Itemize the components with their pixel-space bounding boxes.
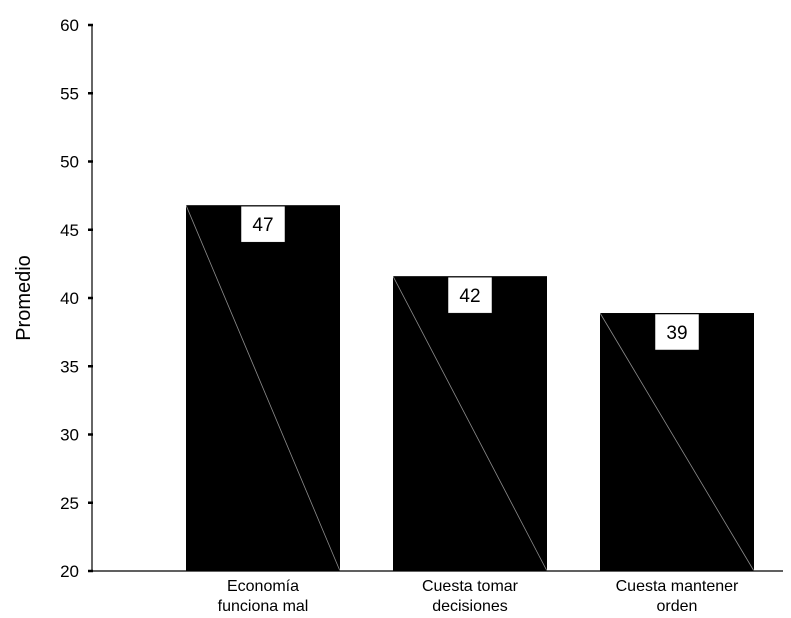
y-tick-label: 25 <box>60 494 79 513</box>
y-ticks: 20 25 30 35 40 45 50 55 60 <box>60 16 93 581</box>
data-label: 39 <box>666 323 687 344</box>
bar-group: 39 <box>599 312 755 572</box>
data-label-box <box>654 313 700 351</box>
y-axis-title: Promedio <box>13 255 35 341</box>
data-label: 47 <box>252 215 273 236</box>
x-category-label: Economía <box>227 578 299 595</box>
bar-hatch-line <box>392 275 548 572</box>
data-label-box <box>240 205 286 243</box>
x-category-label: orden <box>657 598 698 615</box>
y-tick-label: 20 <box>60 562 79 581</box>
x-category-label: Cuesta tomar <box>422 578 519 595</box>
bar-group: 42 <box>392 275 548 572</box>
data-label: 42 <box>459 286 480 307</box>
bars-layer: 47 42 39 <box>185 205 755 572</box>
y-tick-label: 50 <box>60 153 79 172</box>
x-category-labels: Economía funciona mal Cuesta tomar decision… <box>218 578 739 615</box>
bar-hatch-line <box>599 312 755 572</box>
x-category-label: funciona mal <box>218 598 309 615</box>
bar-hatch-line <box>185 205 341 572</box>
x-category-label: Cuesta mantener <box>616 578 739 595</box>
x-category-label: decisiones <box>432 598 508 615</box>
y-tick-label: 40 <box>60 289 79 308</box>
y-tick-label: 35 <box>60 357 79 376</box>
y-tick-label: 45 <box>60 221 79 240</box>
bar-group: 47 <box>185 205 341 572</box>
data-label-box <box>447 276 493 314</box>
y-tick-label: 55 <box>60 84 79 103</box>
y-tick-label: 60 <box>60 16 79 35</box>
y-tick-label: 30 <box>60 426 79 445</box>
